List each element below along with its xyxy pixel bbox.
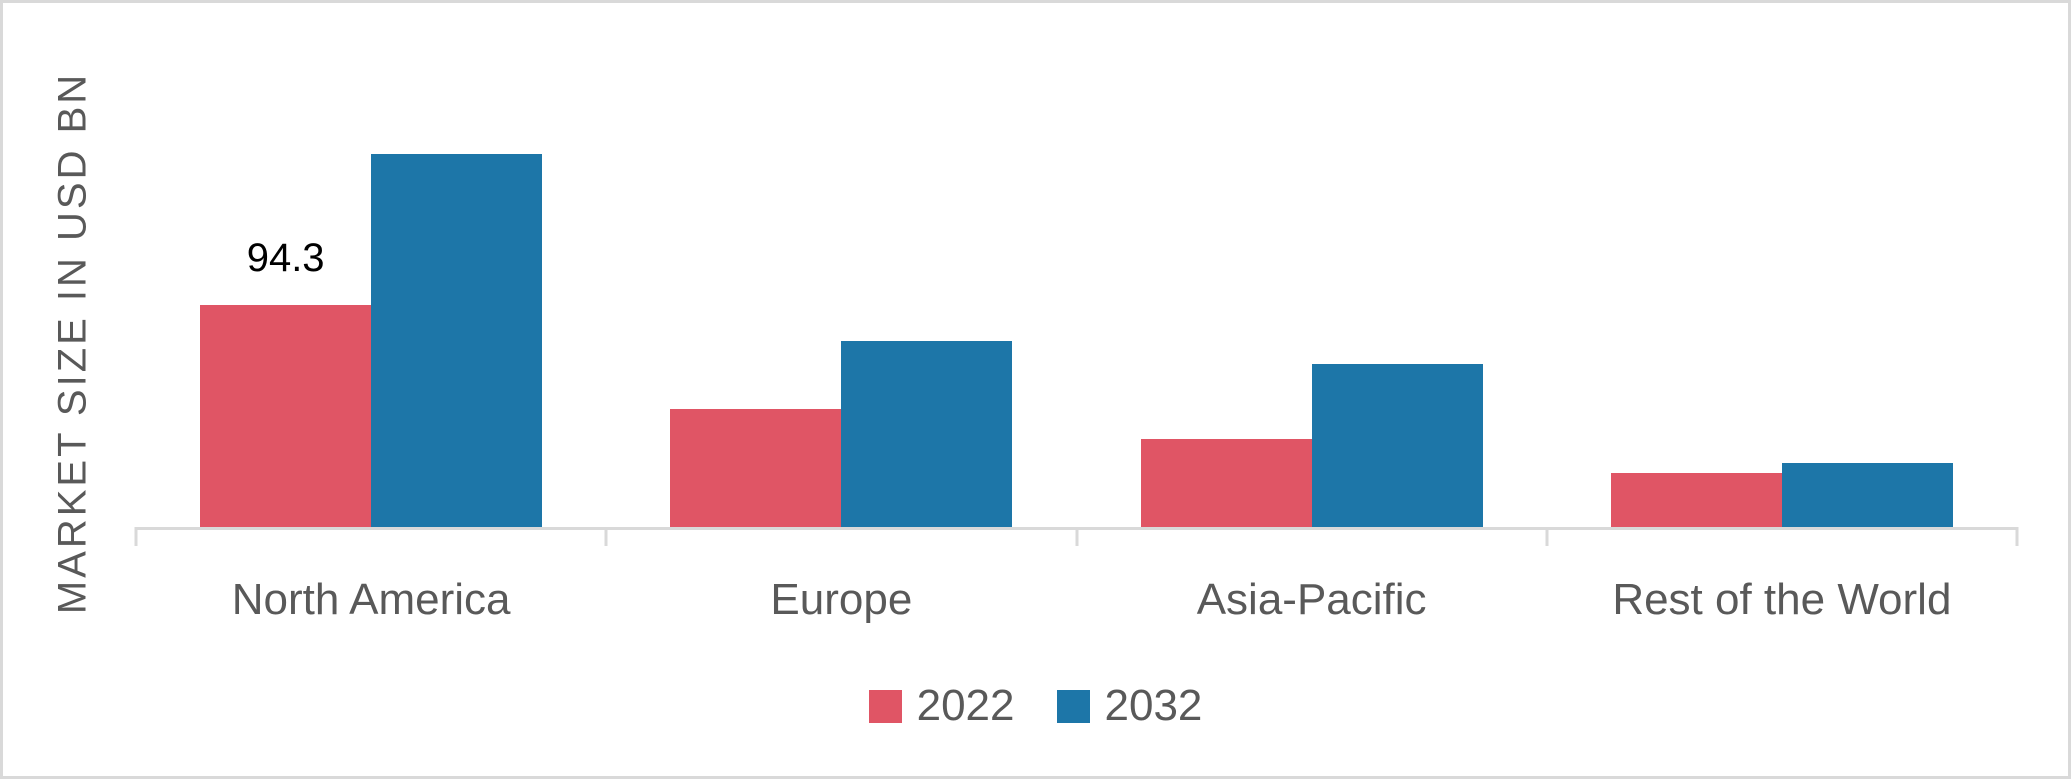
category-label-north-america: North America [231, 575, 511, 624]
category-label-rest-of-the-world: Rest of the World [1612, 575, 1952, 624]
bar-2032-asia-pacific [1311, 364, 1483, 527]
legend-swatch-2022 [868, 689, 902, 723]
legend-item-2032: 2032 [1056, 681, 1203, 731]
chart-legend: 2022 2032 [3, 681, 2068, 731]
bar-2022-asia-pacific [1140, 439, 1312, 527]
legend-item-2022: 2022 [868, 681, 1015, 731]
bar-2032-rest-of-the-world [1781, 463, 1953, 527]
bar-2022-rest-of-the-world [1610, 473, 1782, 527]
bar-group-north-america: 94.3 [136, 103, 606, 527]
y-axis-title: MARKET SIZE IN USD BN [50, 71, 95, 615]
bar-2022-europe [670, 409, 842, 527]
bar-2032-north-america [371, 154, 543, 527]
legend-swatch-2032 [1056, 689, 1090, 723]
bar-2032-europe [841, 341, 1013, 527]
category-label-europe: Europe [770, 575, 913, 624]
bar-group-rest-of-the-world [1547, 103, 2017, 527]
legend-label-2032: 2032 [1104, 681, 1203, 730]
x-axis-line [136, 527, 2017, 530]
category-axis-labels: North America Europe Asia-Pacific Rest of t… [136, 575, 2017, 625]
legend-label-2022: 2022 [916, 681, 1015, 730]
category-label-asia-pacific: Asia-Pacific [1196, 575, 1427, 624]
plot-area: 94.3 [136, 103, 2017, 527]
bar-group-asia-pacific [1077, 103, 1547, 527]
bar-2022-north-america: 94.3 [200, 236, 372, 527]
bar-group-europe [606, 103, 1076, 527]
data-label-2022-north-america: 94.3 [246, 236, 325, 280]
